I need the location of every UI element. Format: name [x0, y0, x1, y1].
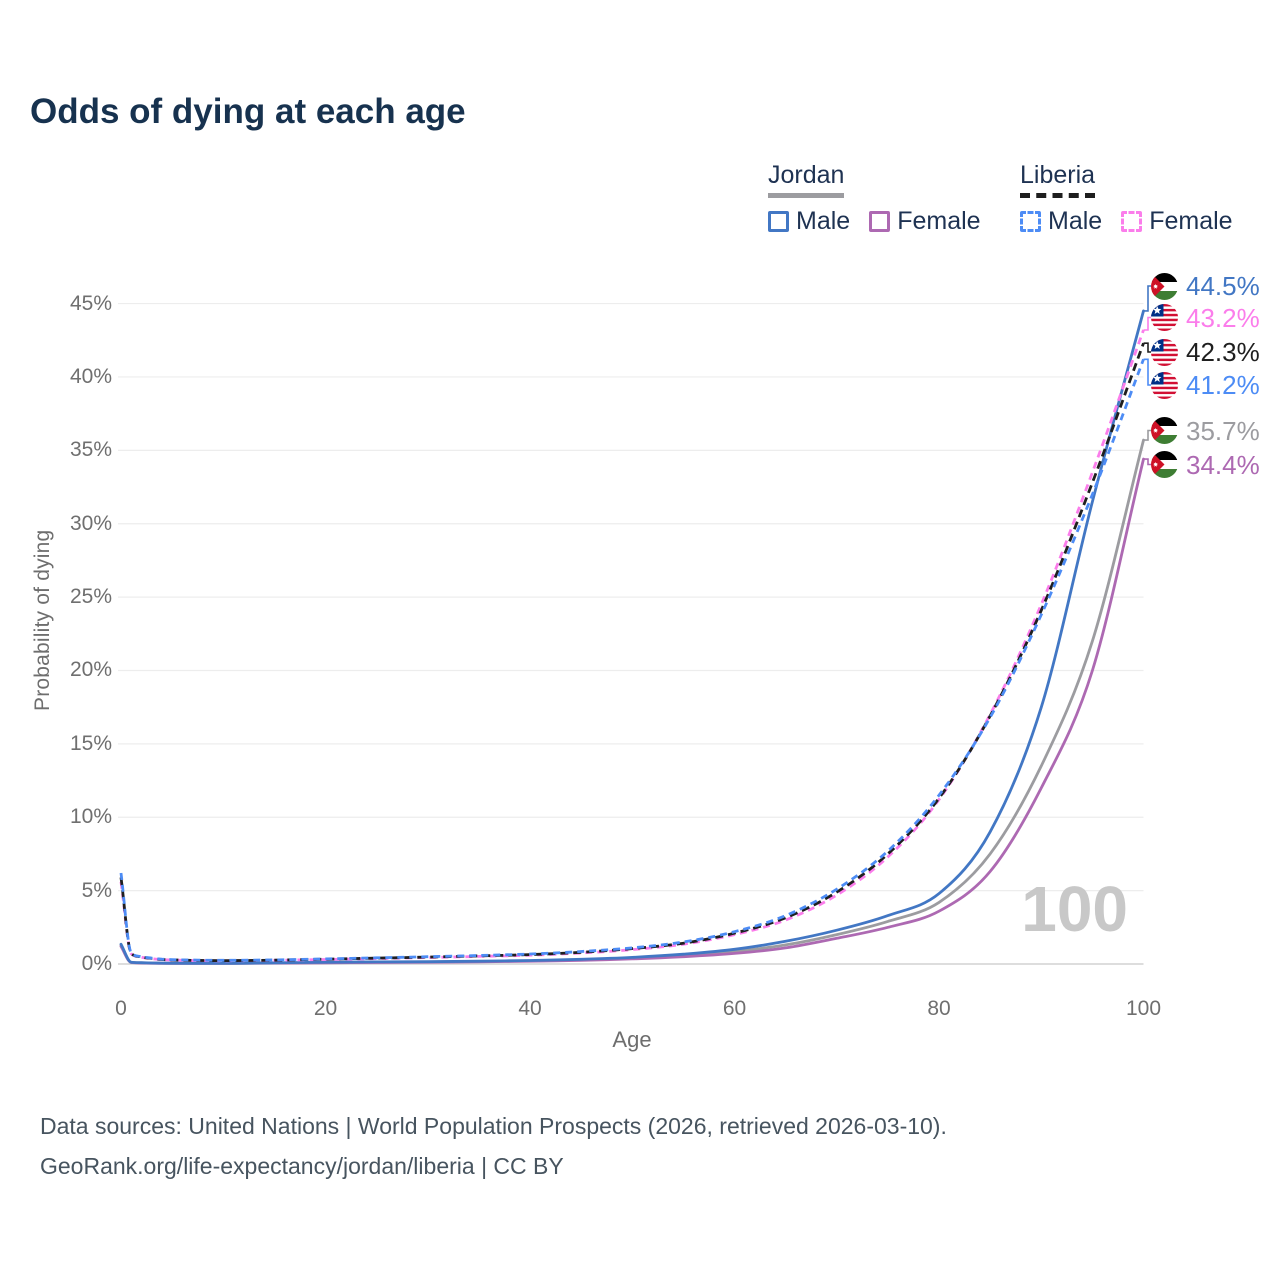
flag-icon-jordan [1151, 451, 1178, 478]
y-tick-label-5: 5% [81, 878, 112, 902]
legend-country-liberia[interactable]: Liberia [1020, 161, 1096, 198]
y-tick-label-35: 35% [69, 438, 112, 462]
y-tick-label-15: 15% [69, 731, 112, 755]
flag-icon-jordan [1151, 272, 1178, 300]
legend-item-jordan-female[interactable]: Female [869, 207, 981, 235]
end-label-jordan_male: 44.5% [1186, 271, 1260, 301]
end-label-liberia_both: 42.3% [1186, 337, 1260, 367]
legend-label: Female [897, 207, 981, 235]
flag-icon-liberia [1151, 338, 1178, 366]
x-tick-label-60: 60 [722, 997, 747, 1020]
legend-group-jordan: Jordan Male Female [768, 161, 1000, 235]
liberia-male-swatch-icon [1020, 210, 1041, 232]
y-axis-title: Probability of dying [31, 529, 54, 711]
footer-url-line: GeoRank.org/life-expectancy/jordan/liber… [40, 1153, 564, 1179]
legend-item-liberia-male[interactable]: Male [1020, 207, 1102, 235]
legend-group-liberia: Liberia Male Female [1020, 161, 1252, 235]
y-tick-label-45: 45% [69, 291, 112, 315]
liberia-female-swatch-icon [1121, 210, 1143, 232]
y-tick-label-25: 25% [69, 585, 112, 609]
leader-line-liberia_male [1143, 358, 1153, 386]
end-label-jordan_female: 34.4% [1186, 449, 1260, 480]
legend-country-jordan[interactable]: Jordan [768, 161, 845, 198]
y-tick-label-20: 20% [69, 658, 112, 682]
x-axis-title: Age [612, 1027, 652, 1052]
chart-title: Odds of dying at each age [30, 92, 466, 131]
y-tick-label-40: 40% [69, 364, 112, 388]
jordan-female-swatch-icon [869, 210, 891, 232]
flag-icon-jordan [1151, 417, 1178, 444]
end-label-liberia_male: 41.2% [1186, 370, 1260, 400]
legend-label: Male [1048, 207, 1103, 235]
x-tick-label-100: 100 [1125, 997, 1162, 1020]
series-line-liberia_male[interactable] [119, 358, 1145, 962]
leader-line-liberia_female [1143, 316, 1153, 331]
legend-label: Male [796, 207, 851, 235]
flag-icon-liberia [1151, 371, 1178, 399]
series-line-liberia_female[interactable] [119, 329, 1145, 963]
end-label-jordan_both: 35.7% [1186, 415, 1260, 446]
age-watermark: 100 [1021, 873, 1128, 945]
legend-item-liberia-female[interactable]: Female [1121, 207, 1233, 235]
footer: Data sources: United Nations | World Pop… [40, 1106, 947, 1186]
x-tick-label-80: 80 [927, 997, 951, 1020]
jordan-male-swatch-icon [768, 210, 789, 232]
x-tick-label-0: 0 [115, 997, 127, 1020]
series-line-jordan_male[interactable] [119, 309, 1145, 965]
legend-label: Female [1149, 207, 1233, 235]
leader-line-jordan_female [1143, 458, 1153, 466]
y-tick-label-30: 30% [69, 511, 112, 535]
leader-line-jordan_male [1143, 285, 1153, 312]
x-tick-label-20: 20 [313, 997, 338, 1020]
series-line-liberia_both[interactable] [119, 342, 1145, 963]
y-tick-label-10: 10% [69, 805, 112, 829]
end-label-liberia_female: 43.2% [1186, 302, 1260, 333]
legend-item-jordan-male[interactable]: Male [768, 207, 850, 235]
leader-line-liberia_both [1143, 342, 1153, 353]
flag-icon-liberia [1151, 304, 1178, 331]
x-tick-label-40: 40 [518, 997, 542, 1020]
leader-line-jordan_both [1143, 429, 1153, 441]
footer-datasource-line: Data sources: United Nations | World Pop… [40, 1113, 947, 1139]
y-tick-label-0: 0% [81, 952, 112, 975]
